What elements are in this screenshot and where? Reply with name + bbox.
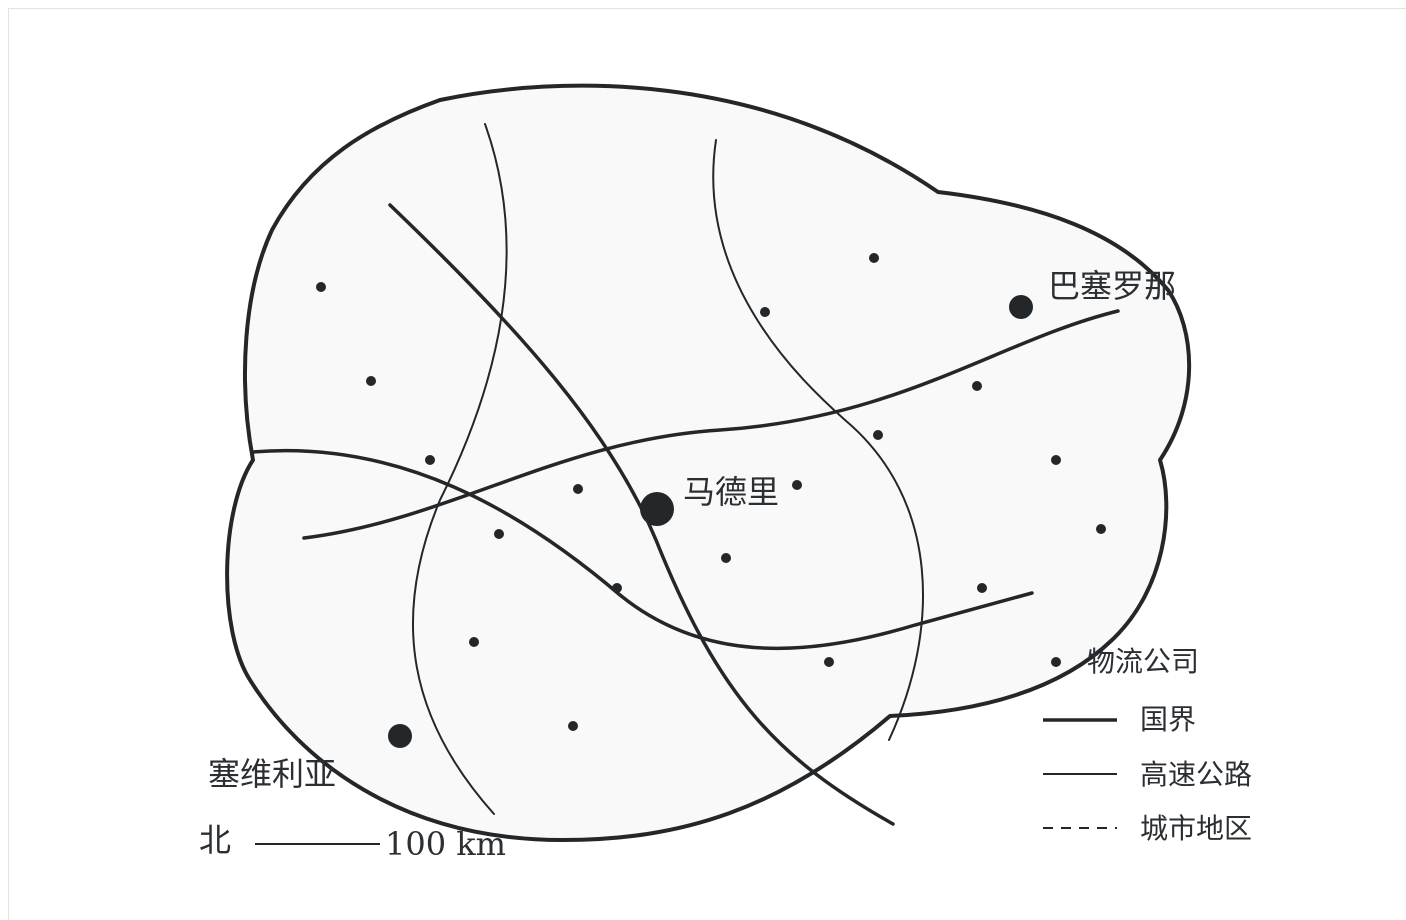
region-boundary <box>251 448 1034 651</box>
logistics-dot <box>869 253 879 263</box>
logistics-dot <box>1096 524 1106 534</box>
city-label-madrid: 马德里 <box>683 473 779 511</box>
legend-label-highway: 高速公路 <box>1140 758 1252 791</box>
highway-diagonal <box>388 203 895 826</box>
city-label-seville: 塞维利亚 <box>208 755 336 793</box>
north-label: 北 <box>199 821 231 859</box>
country-boundary <box>225 83 1192 842</box>
logistics-dot <box>873 430 883 440</box>
city-label-barcelona: 巴塞罗那 <box>1048 267 1176 305</box>
legend-dot-symbol <box>1051 657 1061 667</box>
logistics-dot <box>425 455 435 465</box>
map-frame <box>8 8 1406 920</box>
logistics-dot <box>316 282 326 292</box>
logistics-dot <box>824 657 834 667</box>
logistics-dot <box>573 484 583 494</box>
logistics-dot <box>469 637 479 647</box>
legend: 物流公司 国界 高速公路 城市地区 <box>1043 645 1252 845</box>
logistics-dot <box>366 376 376 386</box>
logistics-dot <box>494 529 504 539</box>
legend-label-logistics: 物流公司 <box>1087 645 1199 678</box>
logistics-dot <box>612 583 622 593</box>
city-marker-barcelona[interactable] <box>1009 295 1033 319</box>
logistics-dot <box>1051 455 1061 465</box>
logistics-dot <box>977 583 987 593</box>
logistics-dot <box>792 480 802 490</box>
highway-east-west <box>302 309 1120 540</box>
logistics-dot <box>721 553 731 563</box>
scale-distance-label: 100 km <box>385 825 506 863</box>
city-marker-madrid[interactable] <box>640 492 674 526</box>
highway-west <box>411 123 508 815</box>
logistics-dot <box>760 307 770 317</box>
city-marker-seville[interactable] <box>388 724 412 748</box>
legend-label-border: 国界 <box>1140 703 1196 736</box>
logistics-dot <box>972 381 982 391</box>
logistics-company-dots <box>316 253 1106 731</box>
highway-east <box>712 139 924 741</box>
logistics-dot <box>568 721 578 731</box>
legend-label-urban: 城市地区 <box>1140 812 1252 845</box>
